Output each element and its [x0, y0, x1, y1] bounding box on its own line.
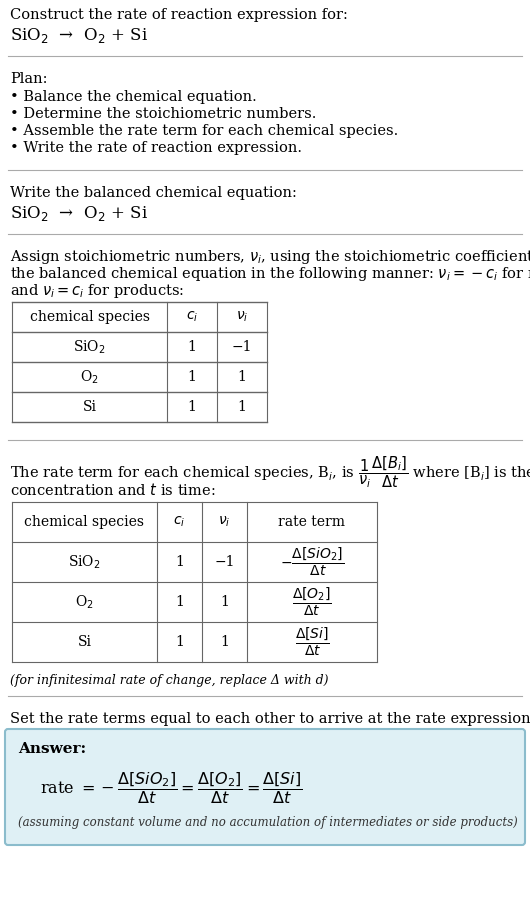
Text: Plan:: Plan:: [10, 72, 48, 86]
Text: • Write the rate of reaction expression.: • Write the rate of reaction expression.: [10, 141, 302, 155]
Text: $c_i$: $c_i$: [186, 309, 198, 324]
Text: $\dfrac{\Delta[Si]}{\Delta t}$: $\dfrac{\Delta[Si]}{\Delta t}$: [295, 626, 330, 658]
Text: 1: 1: [188, 400, 197, 414]
Text: $\nu_i$: $\nu_i$: [218, 515, 231, 530]
Text: 1: 1: [188, 340, 197, 354]
Text: $-\dfrac{\Delta[SiO_2]}{\Delta t}$: $-\dfrac{\Delta[SiO_2]}{\Delta t}$: [280, 546, 344, 578]
Text: • Determine the stoichiometric numbers.: • Determine the stoichiometric numbers.: [10, 107, 316, 121]
Text: −1: −1: [214, 555, 235, 569]
Text: • Balance the chemical equation.: • Balance the chemical equation.: [10, 90, 257, 104]
Text: SiO$_2$  →  O$_2$ + Si: SiO$_2$ → O$_2$ + Si: [10, 26, 148, 45]
Text: • Assemble the rate term for each chemical species.: • Assemble the rate term for each chemic…: [10, 124, 398, 138]
Text: 1: 1: [220, 635, 229, 649]
Text: 1: 1: [175, 635, 184, 649]
Text: (for infinitesimal rate of change, replace Δ with d): (for infinitesimal rate of change, repla…: [10, 674, 329, 687]
Text: rate term: rate term: [278, 515, 346, 529]
Text: rate $= -\dfrac{\Delta[SiO_2]}{\Delta t} = \dfrac{\Delta[O_2]}{\Delta t} = \dfra: rate $= -\dfrac{\Delta[SiO_2]}{\Delta t}…: [40, 770, 303, 806]
Text: 1: 1: [175, 595, 184, 609]
Text: Construct the rate of reaction expression for:: Construct the rate of reaction expressio…: [10, 8, 348, 22]
Text: O$_2$: O$_2$: [75, 593, 94, 611]
Text: 1: 1: [237, 400, 246, 414]
Text: $c_i$: $c_i$: [173, 515, 185, 530]
Text: Si: Si: [83, 400, 96, 414]
Text: the balanced chemical equation in the following manner: $\nu_i = -c_i$ for react: the balanced chemical equation in the fo…: [10, 265, 530, 283]
Text: chemical species: chemical species: [24, 515, 145, 529]
Text: and $\nu_i = c_i$ for products:: and $\nu_i = c_i$ for products:: [10, 282, 184, 300]
Text: concentration and $t$ is time:: concentration and $t$ is time:: [10, 482, 216, 498]
Text: Si: Si: [77, 635, 92, 649]
Text: Answer:: Answer:: [18, 742, 86, 756]
Text: $\dfrac{\Delta[O_2]}{\Delta t}$: $\dfrac{\Delta[O_2]}{\Delta t}$: [292, 586, 332, 618]
Text: $\nu_i$: $\nu_i$: [236, 309, 248, 324]
Text: 1: 1: [220, 595, 229, 609]
Text: Assign stoichiometric numbers, $\nu_i$, using the stoichiometric coefficients, $: Assign stoichiometric numbers, $\nu_i$, …: [10, 248, 530, 266]
Text: chemical species: chemical species: [30, 310, 149, 324]
Text: −1: −1: [232, 340, 252, 354]
Text: SiO$_2$  →  O$_2$ + Si: SiO$_2$ → O$_2$ + Si: [10, 204, 148, 223]
Text: 1: 1: [188, 370, 197, 384]
FancyBboxPatch shape: [5, 729, 525, 845]
Text: SiO$_2$: SiO$_2$: [68, 553, 101, 571]
Text: (assuming constant volume and no accumulation of intermediates or side products): (assuming constant volume and no accumul…: [18, 816, 518, 829]
Text: The rate term for each chemical species, B$_i$, is $\dfrac{1}{\nu_i}\dfrac{\Delt: The rate term for each chemical species,…: [10, 454, 530, 490]
Text: 1: 1: [237, 370, 246, 384]
Text: O$_2$: O$_2$: [80, 369, 99, 386]
Text: 1: 1: [175, 555, 184, 569]
Text: Write the balanced chemical equation:: Write the balanced chemical equation:: [10, 186, 297, 200]
Text: Set the rate terms equal to each other to arrive at the rate expression:: Set the rate terms equal to each other t…: [10, 712, 530, 726]
Text: SiO$_2$: SiO$_2$: [73, 339, 106, 356]
